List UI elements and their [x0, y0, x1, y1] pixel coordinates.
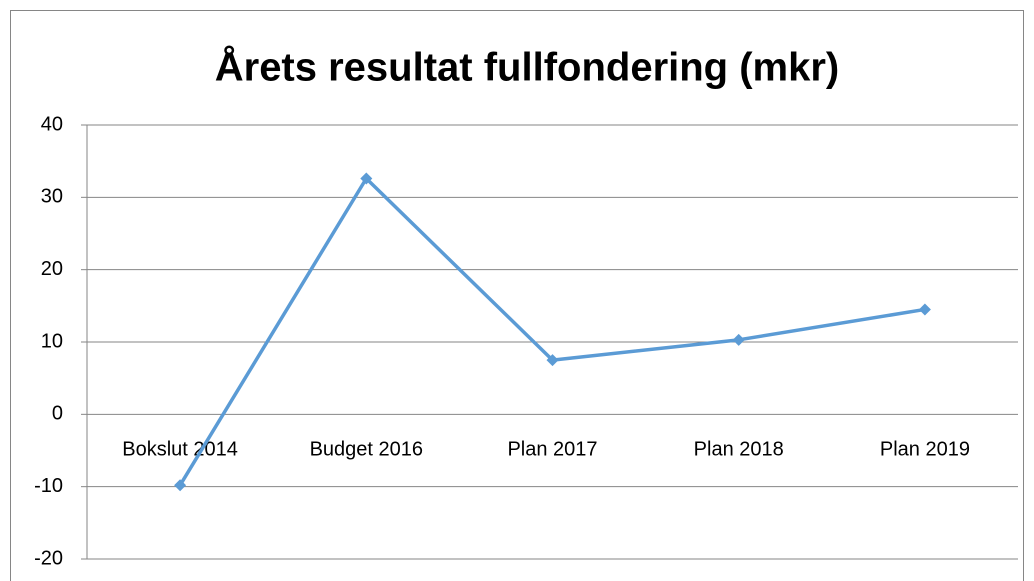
x-tick-label: Plan 2018	[694, 439, 784, 461]
x-tick-label: Plan 2017	[507, 439, 597, 461]
y-tick-label: -20	[34, 547, 63, 569]
x-tick-label: Budget 2016	[310, 439, 423, 461]
marker	[732, 333, 745, 346]
chart-border	[10, 10, 1024, 581]
marker	[174, 479, 187, 492]
y-tick-label: -10	[34, 475, 63, 497]
y-tick-label: 20	[41, 258, 63, 280]
marker	[918, 303, 931, 316]
y-tick-label: 0	[52, 403, 63, 425]
marker	[360, 172, 373, 185]
y-tick-label: 40	[41, 113, 63, 135]
y-tick-label: 30	[41, 186, 63, 208]
marker	[546, 354, 559, 367]
chart-title: Årets resultat fullfondering (mkr)	[215, 45, 840, 90]
x-tick-label: Bokslut 2014	[122, 439, 238, 461]
x-tick-label: Plan 2019	[880, 439, 970, 461]
y-tick-label: 10	[41, 330, 63, 352]
